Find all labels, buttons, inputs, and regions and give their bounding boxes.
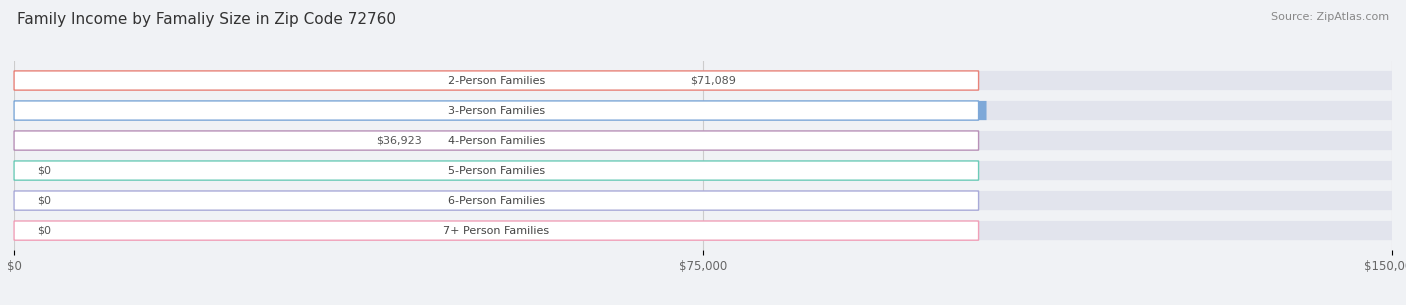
Text: 6-Person Families: 6-Person Families [447, 196, 546, 206]
FancyBboxPatch shape [14, 101, 1392, 120]
FancyBboxPatch shape [14, 131, 979, 150]
Text: $0: $0 [37, 166, 51, 176]
Text: $0: $0 [37, 196, 51, 206]
Text: 3-Person Families: 3-Person Families [447, 106, 546, 116]
FancyBboxPatch shape [14, 71, 1392, 90]
FancyBboxPatch shape [14, 161, 1392, 180]
Text: 5-Person Families: 5-Person Families [447, 166, 546, 176]
FancyBboxPatch shape [14, 221, 979, 240]
FancyBboxPatch shape [14, 131, 353, 150]
FancyBboxPatch shape [14, 71, 666, 90]
Text: $105,865: $105,865 [914, 106, 973, 116]
FancyBboxPatch shape [14, 131, 1392, 150]
FancyBboxPatch shape [14, 191, 979, 210]
Text: 7+ Person Families: 7+ Person Families [443, 226, 550, 235]
Text: $36,923: $36,923 [377, 135, 422, 145]
Text: $0: $0 [37, 226, 51, 235]
Text: Source: ZipAtlas.com: Source: ZipAtlas.com [1271, 12, 1389, 22]
Text: Family Income by Famaliy Size in Zip Code 72760: Family Income by Famaliy Size in Zip Cod… [17, 12, 396, 27]
FancyBboxPatch shape [14, 101, 979, 120]
Text: 2-Person Families: 2-Person Families [447, 76, 546, 85]
FancyBboxPatch shape [14, 101, 987, 120]
FancyBboxPatch shape [14, 221, 1392, 240]
FancyBboxPatch shape [14, 191, 1392, 210]
FancyBboxPatch shape [14, 161, 979, 180]
Text: $71,089: $71,089 [690, 76, 735, 85]
FancyBboxPatch shape [14, 71, 979, 90]
Text: 4-Person Families: 4-Person Families [447, 135, 546, 145]
